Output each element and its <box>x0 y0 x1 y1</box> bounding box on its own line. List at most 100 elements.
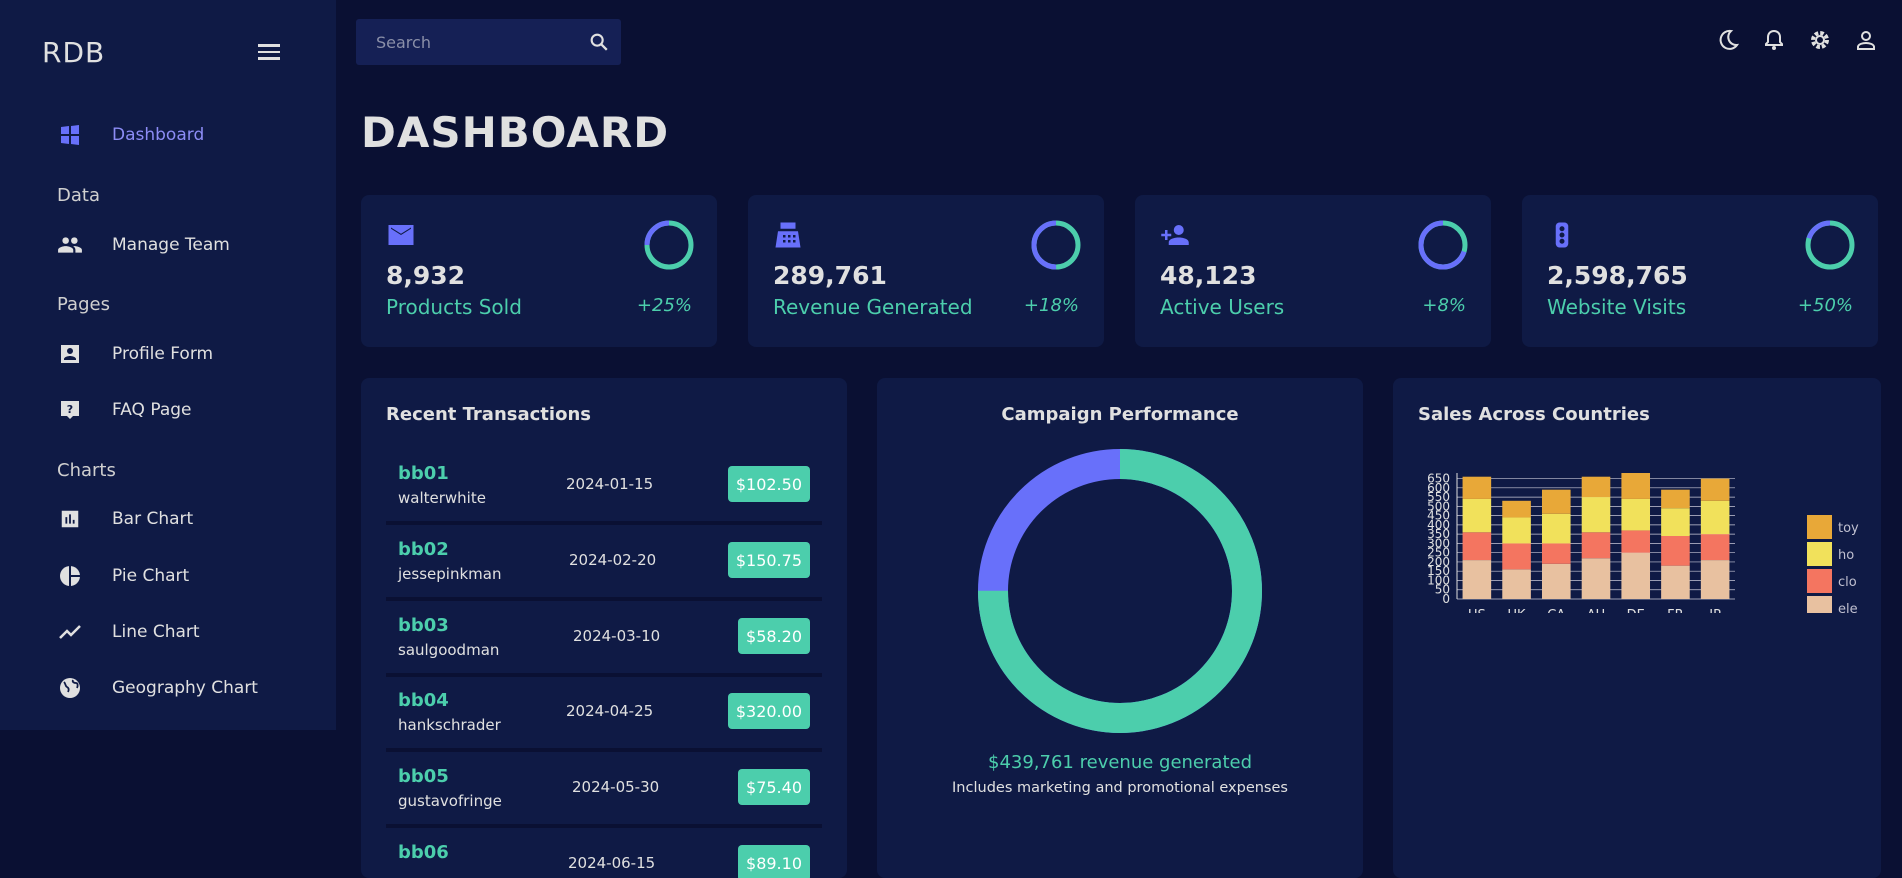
bar-segment-clothing-US <box>1462 532 1492 561</box>
stat-value: 2,598,765 <box>1547 261 1688 290</box>
sales-across-countries-panel: Sales Across Countries 0 50 100 150 200 250 30… <box>1393 378 1881 878</box>
table-row[interactable]: bb01 walterwhite 2024-01-15 $102.50 <box>386 449 822 525</box>
sidebar-item-manage-team[interactable]: Manage Team <box>56 225 316 265</box>
tx-amount: $75.40 <box>738 769 810 805</box>
campaign-performance-panel: Campaign Performance $439,761 revenue ge… <box>877 378 1363 878</box>
tx-user: gustavofringe <box>398 792 502 810</box>
tx-user: hankschrader <box>398 716 501 734</box>
notifications-icon[interactable] <box>1762 28 1786 52</box>
search-input[interactable] <box>356 32 577 52</box>
person-add-icon <box>1161 225 1189 245</box>
ring-arc <box>1805 220 1855 270</box>
panel-title: Sales Across Countries <box>1418 404 1650 425</box>
stat-value: 289,761 <box>773 261 887 290</box>
section-heading-data: Data <box>57 185 100 206</box>
stat-change: +50% <box>1797 295 1853 316</box>
stat-change: +25% <box>636 295 692 316</box>
person-icon[interactable] <box>1854 28 1878 52</box>
bar-segment-electronics-UK <box>1502 569 1531 599</box>
ring-arc <box>1418 220 1468 270</box>
sidebar-item-geography-chart[interactable]: Geography Chart <box>56 668 316 708</box>
bar-segment-toys-AU <box>1581 476 1611 498</box>
tx-user: jessepinkman <box>398 565 502 583</box>
y-tick-label: 100 <box>1427 573 1450 587</box>
progress-ring <box>1805 220 1855 270</box>
ring-arc <box>1031 220 1081 270</box>
x-tick-label: AU <box>1587 608 1605 613</box>
sidebar-item-label: Profile Form <box>112 344 214 364</box>
section-heading-charts: Charts <box>57 460 116 481</box>
sidebar-item-label: Bar Chart <box>112 509 194 529</box>
help-icon: ? <box>56 396 84 424</box>
y-tick-label: 250 <box>1427 546 1450 560</box>
bar-segment-toys-FR <box>1661 489 1690 509</box>
bar-segment-toys-UK <box>1502 500 1531 518</box>
tx-date: 2024-02-20 <box>569 551 657 569</box>
y-tick-label: 550 <box>1427 490 1450 504</box>
y-tick-label: 350 <box>1427 527 1450 541</box>
sidebar-item-label: Manage Team <box>112 235 230 255</box>
stat-label: Active Users <box>1160 295 1285 319</box>
table-row[interactable]: bb06 2024-06-15 $89.10 <box>386 828 822 878</box>
sidebar-item-label: Geography Chart <box>112 678 258 698</box>
sidebar-item-dashboard[interactable]: Dashboard <box>56 115 316 155</box>
settings-icon[interactable] <box>1808 28 1832 52</box>
sidebar-item-pie-chart[interactable]: Pie Chart <box>56 556 316 596</box>
bar-segment-toys-CA <box>1541 489 1571 514</box>
contact-card-icon <box>56 340 84 368</box>
stat-card-active-users: 48,123 Active Users +8% <box>1135 195 1491 347</box>
tx-date: 2024-06-15 <box>568 854 656 872</box>
table-row[interactable]: bb05 gustavofringe 2024-05-30 $75.40 <box>386 752 822 828</box>
sidebar-item-line-chart[interactable]: Line Chart <box>56 612 316 652</box>
legend-label: ele <box>1838 602 1858 613</box>
sidebar-item-profile-form[interactable]: Profile Form <box>56 334 316 374</box>
stat-label: Products Sold <box>386 295 522 319</box>
campaign-ring-arc <box>978 449 1262 733</box>
legend-label: toy <box>1838 521 1859 536</box>
dark-mode-icon[interactable] <box>1716 28 1740 52</box>
table-row[interactable]: bb04 hankschrader 2024-04-25 $320.00 <box>386 676 822 752</box>
tx-date: 2024-01-15 <box>566 475 654 493</box>
dashboard-icon <box>56 121 84 149</box>
tx-id: bb06 <box>398 842 449 863</box>
bar-segment-home-US <box>1462 498 1492 533</box>
x-tick-label: DE <box>1627 608 1645 613</box>
sidebar-item-faq[interactable]: ? FAQ Page <box>56 390 316 430</box>
legend-swatch <box>1807 515 1832 539</box>
bar-segment-home-DE <box>1621 498 1651 531</box>
tx-date: 2024-05-30 <box>572 778 660 796</box>
svg-text:?: ? <box>67 403 73 416</box>
menu-icon-bar <box>258 50 280 53</box>
page-title: DASHBOARD <box>361 108 670 157</box>
table-row[interactable]: bb02 jessepinkman 2024-02-20 $150.75 <box>386 525 822 601</box>
brand-logo: RDB <box>42 36 106 69</box>
sidebar-item-label: Line Chart <box>112 622 200 642</box>
y-tick-label: 500 <box>1427 499 1450 513</box>
stat-change: +8% <box>1422 295 1466 316</box>
y-tick-label: 200 <box>1427 555 1450 569</box>
y-tick-label: 650 <box>1427 473 1450 486</box>
campaign-revenue: $439,761 revenue generated <box>988 752 1252 773</box>
menu-icon-bar <box>258 57 280 60</box>
sidebar-item-label: Pie Chart <box>112 566 190 586</box>
menu-toggle-button[interactable] <box>258 44 280 62</box>
section-heading-pages: Pages <box>57 294 110 315</box>
campaign-subtext: Includes marketing and promotional expen… <box>952 780 1288 796</box>
bar-segment-home-AU <box>1581 497 1611 533</box>
table-row[interactable]: bb03 saulgoodman 2024-03-10 $58.20 <box>386 601 822 677</box>
search-bar <box>356 19 621 65</box>
globe-icon <box>56 674 84 702</box>
tx-id: bb04 <box>398 690 449 711</box>
stat-card-revenue: 289,761 Revenue Generated +18% <box>748 195 1104 347</box>
search-icon[interactable] <box>577 31 621 53</box>
tx-user: walterwhite <box>398 489 486 507</box>
y-tick-label: 400 <box>1427 518 1450 532</box>
sidebar: RDB Dashboard Data Manage Team Pages Pro… <box>0 0 336 730</box>
tx-id: bb02 <box>398 539 449 560</box>
x-tick-label: FR <box>1667 608 1684 613</box>
stat-value: 8,932 <box>386 261 466 290</box>
sidebar-item-bar-chart[interactable]: Bar Chart <box>56 499 316 539</box>
line-chart-icon <box>56 618 84 646</box>
traffic-icon <box>1555 222 1569 248</box>
